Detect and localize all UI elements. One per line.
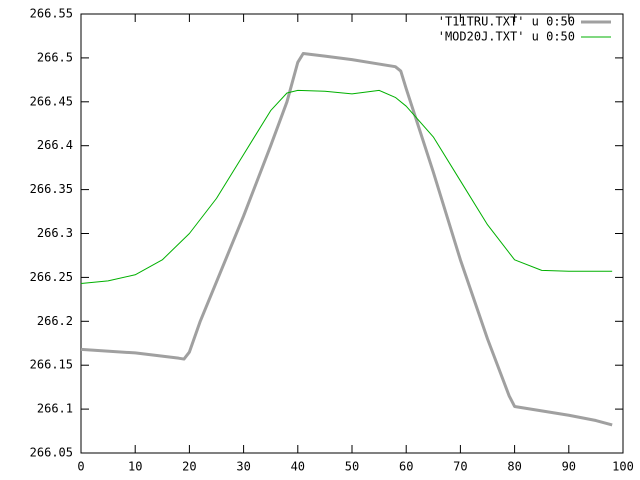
series-line xyxy=(80,89,613,285)
y-tick-label: 266.15 xyxy=(30,358,73,372)
plot-border xyxy=(80,13,624,454)
y-tick-label: 266.1 xyxy=(37,402,73,416)
y-tick-label: 266.45 xyxy=(30,94,73,108)
x-tick-label: 100 xyxy=(612,460,634,474)
legend-label: 'MOD20J.TXT' u 0:50 xyxy=(438,30,575,44)
y-tick-label: 266.05 xyxy=(30,446,73,460)
y-tick-label: 266.3 xyxy=(37,226,73,240)
y-tick-label: 266.55 xyxy=(30,7,73,21)
x-tick-label: 50 xyxy=(345,460,359,474)
y-tick-label: 266.2 xyxy=(37,314,73,328)
x-tick-label: 80 xyxy=(507,460,521,474)
x-tick-label: 20 xyxy=(182,460,196,474)
x-tick-label: 90 xyxy=(562,460,576,474)
x-tick-label: 0 xyxy=(77,460,84,474)
series-line xyxy=(80,52,613,427)
y-tick-label: 266.5 xyxy=(37,50,73,64)
y-tick-label: 266.35 xyxy=(30,182,73,196)
y-tick-label: 266.25 xyxy=(30,270,73,284)
x-tick-label: 40 xyxy=(291,460,305,474)
x-tick-label: 70 xyxy=(453,460,467,474)
x-tick-label: 30 xyxy=(236,460,250,474)
legend-label: 'T11TRU.TXT' u 0:50 xyxy=(438,15,575,29)
x-tick-label: 10 xyxy=(128,460,142,474)
y-tick-label: 266.4 xyxy=(37,138,73,152)
x-tick-label: 60 xyxy=(399,460,413,474)
